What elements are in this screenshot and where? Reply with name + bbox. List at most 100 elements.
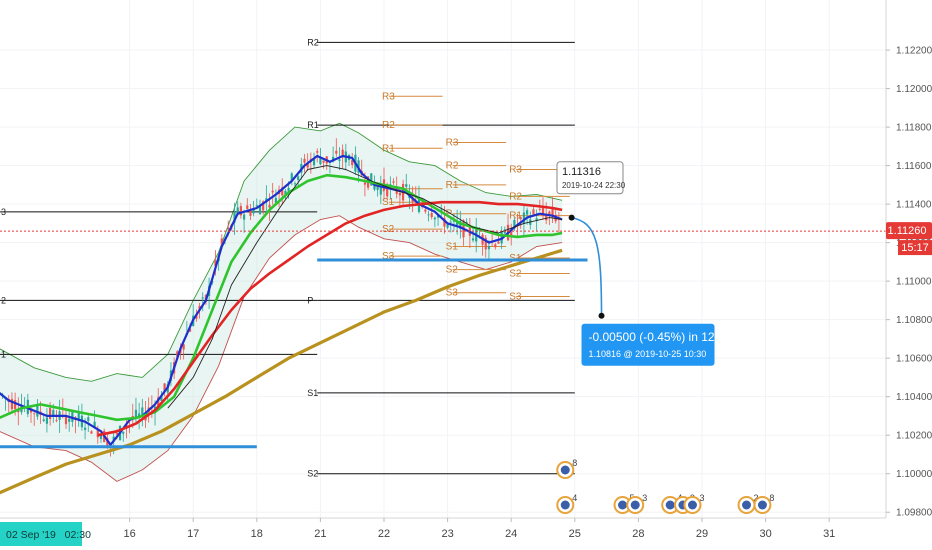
candle-body: [14, 400, 17, 410]
projection-start: [568, 214, 575, 221]
candle-body: [239, 206, 242, 216]
pivot-label: S1: [307, 388, 318, 398]
x-tick-label: 22: [378, 528, 390, 540]
candle-body: [370, 173, 373, 186]
event-count: 2: [754, 493, 759, 503]
candle-body: [90, 431, 93, 434]
candle-body: [45, 417, 49, 424]
candle-body: [68, 418, 71, 422]
horizontal-rays[interactable]: [0, 258, 588, 449]
candle-body: [526, 210, 529, 215]
fib-label: S2: [382, 224, 395, 235]
y-tick-label: 1.12200: [896, 46, 932, 57]
candle-body: [487, 245, 491, 250]
candle-body: [471, 238, 475, 241]
y-axis[interactable]: 1.12200 1.12000 1.11800 1.11600 1.11400 1.112…: [886, 46, 932, 519]
candle-body: [293, 183, 297, 185]
y-tick-label: 1.10000: [896, 469, 932, 480]
fib-label: S1: [382, 197, 395, 208]
y-tick-label: 1.10800: [896, 315, 932, 326]
candle-body: [338, 159, 341, 161]
candle-body: [379, 185, 382, 195]
x-axis[interactable]: 16 17 18 21 22 23 24 25 28 29 30 31: [123, 518, 835, 540]
fib-label: R1: [382, 143, 395, 154]
candle-body: [227, 227, 230, 230]
candle-body: [52, 410, 55, 418]
fib-label: S3: [509, 292, 522, 303]
candle-body: [176, 351, 179, 357]
event-count: 8: [769, 493, 774, 503]
x-tick-label: 21: [314, 528, 326, 540]
projection-end: [598, 312, 605, 319]
candle-body: [446, 223, 449, 228]
candle-body: [268, 204, 271, 208]
projection-box: [581, 323, 715, 366]
economic-events[interactable]: 845343328: [556, 458, 774, 514]
candle-body: [71, 409, 74, 422]
candle-body: [214, 260, 217, 266]
x-tick-label: 16: [123, 528, 135, 540]
fib-label: R2: [446, 161, 459, 172]
event-count: 4: [572, 493, 577, 503]
candle-body: [312, 158, 316, 166]
candle-body: [519, 217, 522, 220]
candle-body: [287, 187, 290, 192]
event-count: 3: [642, 493, 647, 503]
candle-body: [427, 214, 430, 216]
candle-body: [64, 414, 68, 425]
candle-body: [252, 208, 255, 214]
candle-body: [500, 231, 503, 244]
pivot-label: 1: [1, 349, 6, 359]
event-flag-center: [630, 500, 640, 510]
fib-label: S2: [509, 268, 522, 279]
projection[interactable]: -0.00500 (-0.45%) in 12h 1.10816 @ 2019-1…: [556, 161, 721, 366]
candle-body: [459, 220, 462, 230]
candle-body: [249, 210, 252, 216]
candle-body: [49, 408, 52, 419]
candle-body: [10, 399, 14, 410]
candle-body: [182, 344, 185, 350]
candle-body: [83, 427, 87, 430]
candle-body: [443, 218, 446, 227]
event-flag-center: [757, 500, 767, 510]
fib-label: R3: [446, 137, 459, 148]
candle-body: [316, 151, 319, 153]
band-fill: [0, 123, 563, 482]
candle-body: [351, 159, 354, 166]
candle-body: [376, 186, 379, 190]
fib-label: P: [446, 209, 453, 220]
x-tick-label: 25: [569, 528, 581, 540]
pivot-label: 2: [1, 295, 6, 305]
candle-body: [430, 213, 433, 218]
candle-body: [122, 431, 125, 434]
x-tick-label: 23: [441, 528, 453, 540]
x-tick-label: 17: [187, 528, 199, 540]
y-tick-label: 1.11600: [896, 161, 932, 172]
moving-averages: [0, 154, 563, 495]
candle-body: [303, 158, 306, 163]
candle-body: [246, 205, 249, 209]
candle-body: [55, 420, 58, 421]
candle-body: [398, 192, 401, 196]
candle-body: [138, 413, 141, 417]
series-ma_fast: [0, 154, 563, 446]
candle-body: [106, 438, 109, 448]
candle-body: [522, 212, 526, 224]
candle-body: [363, 182, 367, 185]
series-ma_mid: [0, 173, 563, 422]
candle-body: [449, 221, 452, 223]
price-tooltip: [556, 161, 624, 195]
candle-body: [93, 421, 96, 427]
candle-body: [494, 244, 497, 248]
event-count: 3: [699, 493, 704, 503]
candle-body: [535, 218, 538, 221]
candle-body: [532, 209, 535, 215]
y-tick-label: 1.11800: [896, 123, 932, 134]
pivot-label: R1: [307, 120, 319, 130]
candle-body: [236, 207, 239, 215]
current-price-label: 1.11260 15:17: [886, 222, 932, 256]
candle-body: [77, 413, 80, 421]
candle-body: [258, 205, 262, 215]
candle-body: [538, 209, 541, 210]
